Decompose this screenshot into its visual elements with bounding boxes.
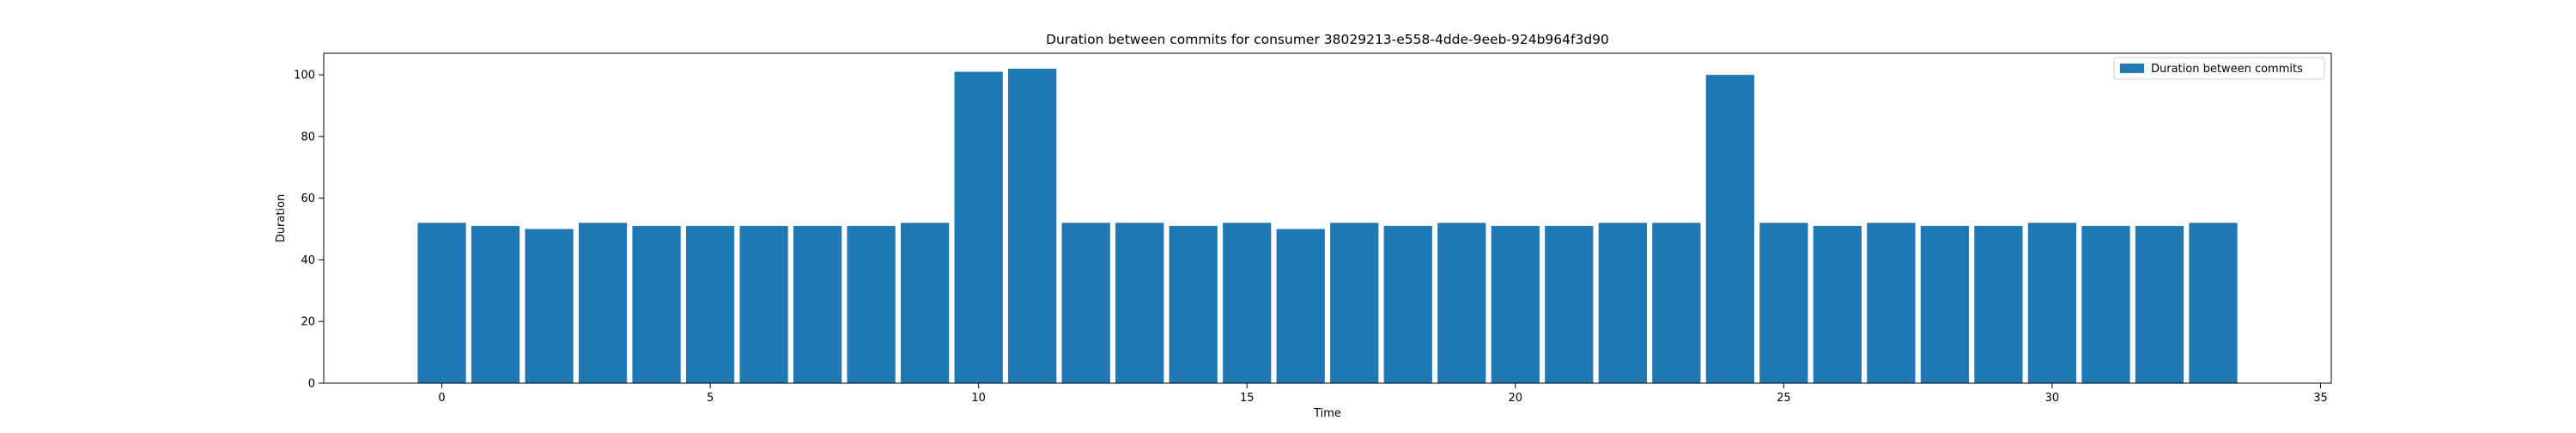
bar-28 [1920,225,1970,383]
bar-13 [1115,223,1164,383]
bar-31 [2081,225,2130,383]
y-axis-label: Duration [275,194,288,242]
bar-21 [1545,225,1594,383]
legend: Duration between commits [2113,57,2325,80]
chart-title: Duration between commits for consumer 38… [1046,32,1609,47]
bar-32 [2135,225,2184,383]
bar-27 [1867,223,1916,383]
y-axis-ticks: 0 20 40 60 80 100 [294,70,324,391]
bar-23 [1652,223,1701,383]
bar-15 [1223,223,1272,383]
bar-17 [1330,223,1379,383]
bar-25 [1759,223,1808,383]
legend-box [2113,57,2325,80]
bar-6 [739,225,788,383]
bar-1 [471,225,520,383]
bar-7 [793,225,842,383]
y-tick-label: 100 [294,70,315,82]
bar-10 [954,71,1003,383]
bar-16 [1276,229,1325,383]
bar-33 [2189,223,2238,383]
x-tick-label: 0 [438,392,445,405]
bar-9 [901,223,950,383]
legend-label: Duration between commits [2151,63,2303,76]
bar-19 [1437,223,1486,383]
x-axis-ticks: 0 5 10 15 20 25 30 35 [438,383,2328,405]
x-tick-label: 20 [1509,392,1523,405]
bar-8 [847,225,896,383]
y-tick-label: 60 [301,192,315,205]
legend-swatch [2120,64,2144,73]
bar-0 [417,223,466,383]
bar-18 [1383,225,1432,383]
bar-20 [1491,225,1540,383]
bar-3 [578,223,628,383]
x-tick-label: 25 [1777,392,1791,405]
bar-2 [525,229,574,383]
x-tick-label: 5 [707,392,714,405]
plot-frame [323,52,2332,384]
x-tick-label: 15 [1240,392,1255,405]
y-tick-label: 80 [301,131,315,143]
x-tick-label: 30 [2045,392,2060,405]
x-axis-label: Time [1313,407,1341,420]
x-tick-label: 10 [971,392,986,405]
bar-4 [632,225,681,383]
bar-26 [1813,225,1862,383]
bar-29 [1974,225,2023,383]
x-tick-label: 35 [2313,392,2328,405]
y-tick-label: 0 [308,378,315,391]
bar-22 [1598,223,1647,383]
bar-12 [1061,223,1110,383]
bar-24 [1705,75,1754,384]
bar-14 [1169,225,1218,383]
bar-30 [2027,223,2077,383]
bars-group [417,68,2238,384]
y-tick-label: 40 [301,254,315,267]
bar-5 [685,225,735,383]
y-tick-label: 20 [301,316,315,329]
bar-11 [1008,68,1057,384]
